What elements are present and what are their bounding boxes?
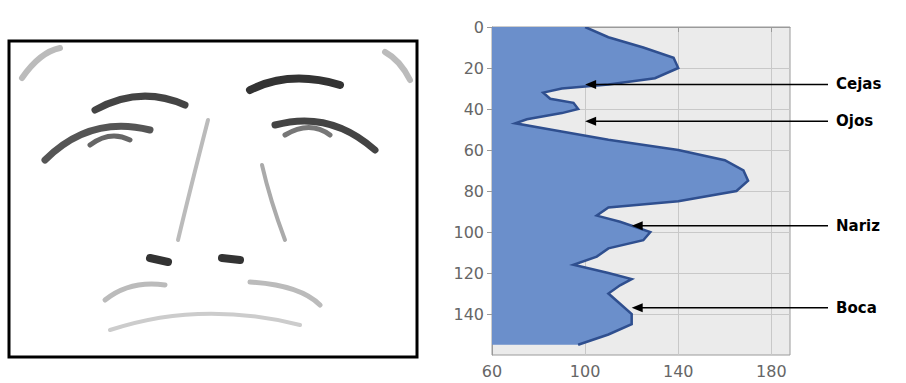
svg-text:Ojos: Ojos <box>836 112 873 130</box>
svg-text:60: 60 <box>464 141 484 160</box>
svg-text:140: 140 <box>663 362 694 381</box>
svg-text:Boca: Boca <box>836 299 877 317</box>
svg-text:100: 100 <box>570 362 601 381</box>
svg-text:0: 0 <box>474 18 484 37</box>
svg-text:80: 80 <box>464 182 484 201</box>
svg-text:100: 100 <box>453 223 484 242</box>
svg-text:Nariz: Nariz <box>836 217 880 235</box>
svg-text:180: 180 <box>756 362 787 381</box>
svg-text:140: 140 <box>453 305 484 324</box>
svg-text:Cejas: Cejas <box>836 75 881 93</box>
svg-text:40: 40 <box>464 100 484 119</box>
svg-text:20: 20 <box>464 59 484 78</box>
svg-text:120: 120 <box>453 264 484 283</box>
svg-text:60: 60 <box>482 362 502 381</box>
